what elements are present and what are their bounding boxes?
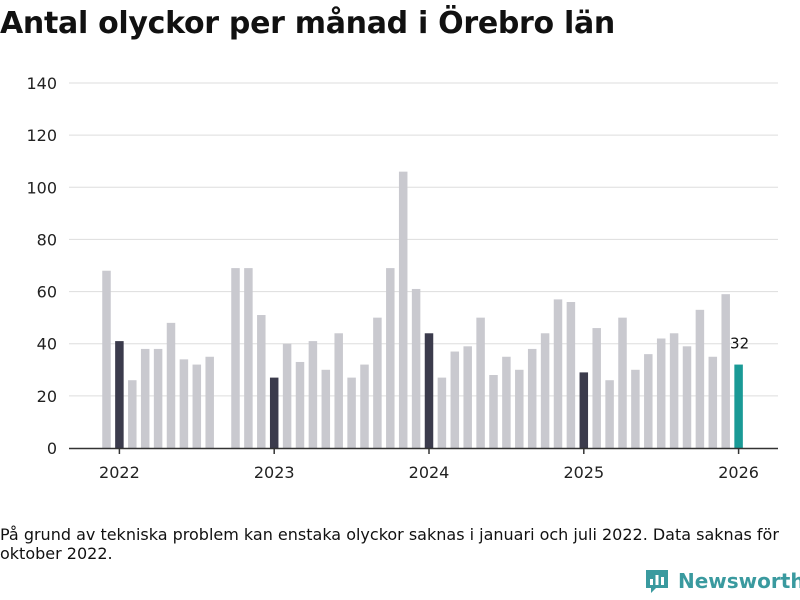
brand[interactable]: Newsworthy [644, 568, 800, 594]
bar-2022-11 [244, 268, 253, 448]
bar-2025-06 [644, 354, 653, 448]
y-tick-label: 20 [37, 387, 57, 406]
y-tick-label: 80 [37, 230, 57, 249]
newsworthy-logo-icon [646, 570, 668, 593]
bar-2022-06 [179, 359, 189, 448]
x-tick-label: 2022 [99, 463, 140, 482]
y-tick-label: 40 [37, 335, 57, 354]
bar-2025-05 [631, 369, 640, 448]
bar-2024-12 [566, 302, 576, 448]
bar-2026-01 [734, 364, 743, 448]
chart-title: Antal olyckor per månad i Örebro län [0, 6, 615, 41]
bar-2024-11 [553, 299, 563, 448]
bar-2024-05 [476, 317, 485, 448]
bar-2023-12 [411, 288, 421, 448]
axes: 0 20 40 60 80 100 120 140 2022 2023 2024 2025 2026 32 [26, 74, 778, 482]
bar-2025-09 [682, 346, 692, 448]
y-tick-label: 60 [37, 283, 57, 302]
bar-2023-05 [321, 369, 331, 448]
bar-2024-02 [437, 377, 447, 448]
bar-chart: 0 20 40 60 80 100 120 140 2022 2023 2024 2025 2026 32 [26, 74, 778, 482]
x-tick-label: 2024 [409, 463, 450, 482]
bar-2023-02 [282, 343, 292, 448]
latest-value-label: 32 [730, 335, 749, 353]
y-tick-label: 0 [47, 439, 57, 458]
bar-2023-10 [386, 268, 395, 448]
bar-2024-01 [424, 333, 434, 448]
bar-2024-07 [502, 356, 511, 448]
bar-2024-04 [463, 346, 472, 448]
bar-2024-06 [489, 375, 498, 448]
bar-2025-02 [592, 328, 601, 448]
bar-2025-01 [579, 372, 589, 448]
bar-2023-04 [308, 341, 318, 448]
bar-2023-03 [295, 361, 305, 448]
bar-2022-12 [257, 315, 266, 448]
y-tick-label: 100 [26, 178, 57, 197]
bars [102, 171, 743, 448]
bar-2022-10 [231, 268, 240, 448]
x-tick-label: 2023 [254, 463, 295, 482]
bar-2023-01 [269, 377, 279, 448]
bar-2025-10 [695, 309, 705, 448]
bar-2023-09 [373, 317, 382, 448]
bar-2022-08 [205, 356, 214, 448]
bar-2022-01 [115, 341, 124, 448]
bar-2025-04 [618, 317, 627, 448]
x-tick-label: 2025 [563, 463, 604, 482]
y-tick-label: 120 [26, 126, 57, 145]
bar-2022-07 [192, 364, 202, 448]
bar-2025-12 [721, 294, 730, 448]
bar-2025-08 [669, 333, 679, 448]
bar-2025-07 [656, 338, 666, 448]
x-tick-label: 2026 [718, 463, 759, 482]
bar-2023-07 [347, 377, 356, 448]
bar-2022-05 [166, 322, 176, 448]
bar-2025-03 [605, 380, 614, 448]
brand-name: Newsworthy [678, 569, 800, 593]
bar-2021-12 [102, 270, 111, 448]
bar-2023-06 [334, 333, 343, 448]
bar-2024-10 [540, 333, 550, 448]
bar-2023-08 [360, 364, 369, 448]
bar-2024-09 [527, 348, 537, 448]
bar-2023-11 [398, 171, 408, 448]
bar-2024-08 [515, 369, 524, 448]
bar-2022-04 [153, 348, 163, 448]
bar-2022-02 [128, 380, 137, 448]
bar-2025-11 [708, 356, 718, 448]
footnote: På grund av tekniska problem kan enstaka… [0, 525, 779, 563]
y-tick-label: 140 [26, 74, 57, 93]
bar-2022-03 [140, 348, 150, 448]
bar-2024-03 [450, 351, 460, 448]
